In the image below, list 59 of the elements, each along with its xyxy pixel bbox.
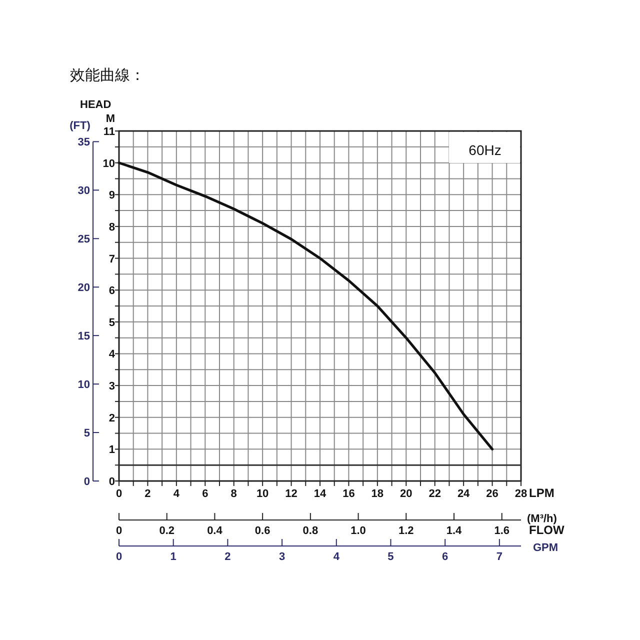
x-tick-label: 2: [144, 488, 151, 500]
x-tick-label: 10: [256, 488, 269, 500]
y2-tick-label: 25: [78, 234, 90, 246]
text: FLOW: [529, 523, 565, 537]
x2-tick-label: 1.0: [350, 525, 366, 537]
y-tick-label: 8: [108, 221, 115, 234]
y2-axis-title: (FT): [70, 120, 91, 132]
x-tick-label: 8: [230, 488, 237, 500]
text: 6: [442, 551, 448, 563]
y2-tick-label: 10: [78, 379, 90, 392]
y2-tick-label: 35: [78, 136, 90, 149]
y2-tick-label: 15: [78, 330, 90, 343]
text: 7: [496, 551, 502, 563]
x2-axis-title: (M³/h): [527, 513, 558, 525]
chart-title: 效能曲線：: [70, 67, 145, 84]
y2-tick-label: 30: [78, 185, 90, 198]
text: 1: [170, 551, 176, 563]
text: 2: [224, 551, 231, 563]
y-tick-label: 1: [108, 444, 115, 456]
x-tick-label: 4: [173, 488, 180, 500]
y-tick-label: 6: [108, 285, 115, 298]
x-tick-label: 6: [202, 488, 208, 500]
x-tick-label: 26: [486, 488, 498, 500]
y-axis-title: M: [106, 113, 115, 125]
y-tick-label: 9: [108, 190, 115, 202]
x-tick-label: 24: [457, 488, 471, 500]
x-tick-label: 16: [342, 488, 355, 500]
text: 4: [333, 551, 340, 563]
y2-tick-label: 5: [84, 428, 90, 440]
x-tick-label: 20: [400, 488, 412, 500]
y2-tick-label: 20: [78, 282, 90, 294]
text: 3: [278, 551, 286, 563]
x2-tick-label: 1.4: [446, 525, 463, 537]
y-tick-label: 4: [108, 348, 116, 361]
text: GPM: [533, 542, 558, 554]
y-tick-label: 5: [108, 316, 115, 329]
y2-tick-label: 0: [84, 476, 90, 488]
x2-tick-label: 0.6: [254, 525, 270, 537]
x2-tick-label: 0.2: [159, 525, 175, 537]
text: 5: [388, 551, 394, 563]
x2-tick-label: 0.8: [302, 525, 318, 537]
y-tick-label: 0: [108, 476, 115, 488]
y-tick-label: 2: [108, 412, 115, 424]
text: HEAD: [80, 99, 112, 111]
y-tick-label: 11: [103, 126, 115, 138]
x-tick-label: 22: [428, 488, 441, 500]
x2-tick-label: 0.4: [207, 525, 224, 537]
line-series: [118, 162, 494, 450]
y-tick-label: 3: [108, 380, 115, 393]
x-tick-label: 18: [371, 488, 384, 500]
x-tick-label: 28: [514, 488, 528, 500]
x-axis-title: LPM: [529, 486, 554, 500]
x2-tick-label: 1.6: [494, 525, 510, 537]
x2-tick-label: 1.2: [398, 525, 414, 537]
y-tick-label: 10: [102, 158, 115, 170]
x-tick-label: 14: [314, 488, 327, 500]
x-tick-label: 12: [285, 488, 298, 500]
y-tick-label: 7: [108, 253, 115, 266]
annotation: 60Hz: [468, 142, 502, 158]
